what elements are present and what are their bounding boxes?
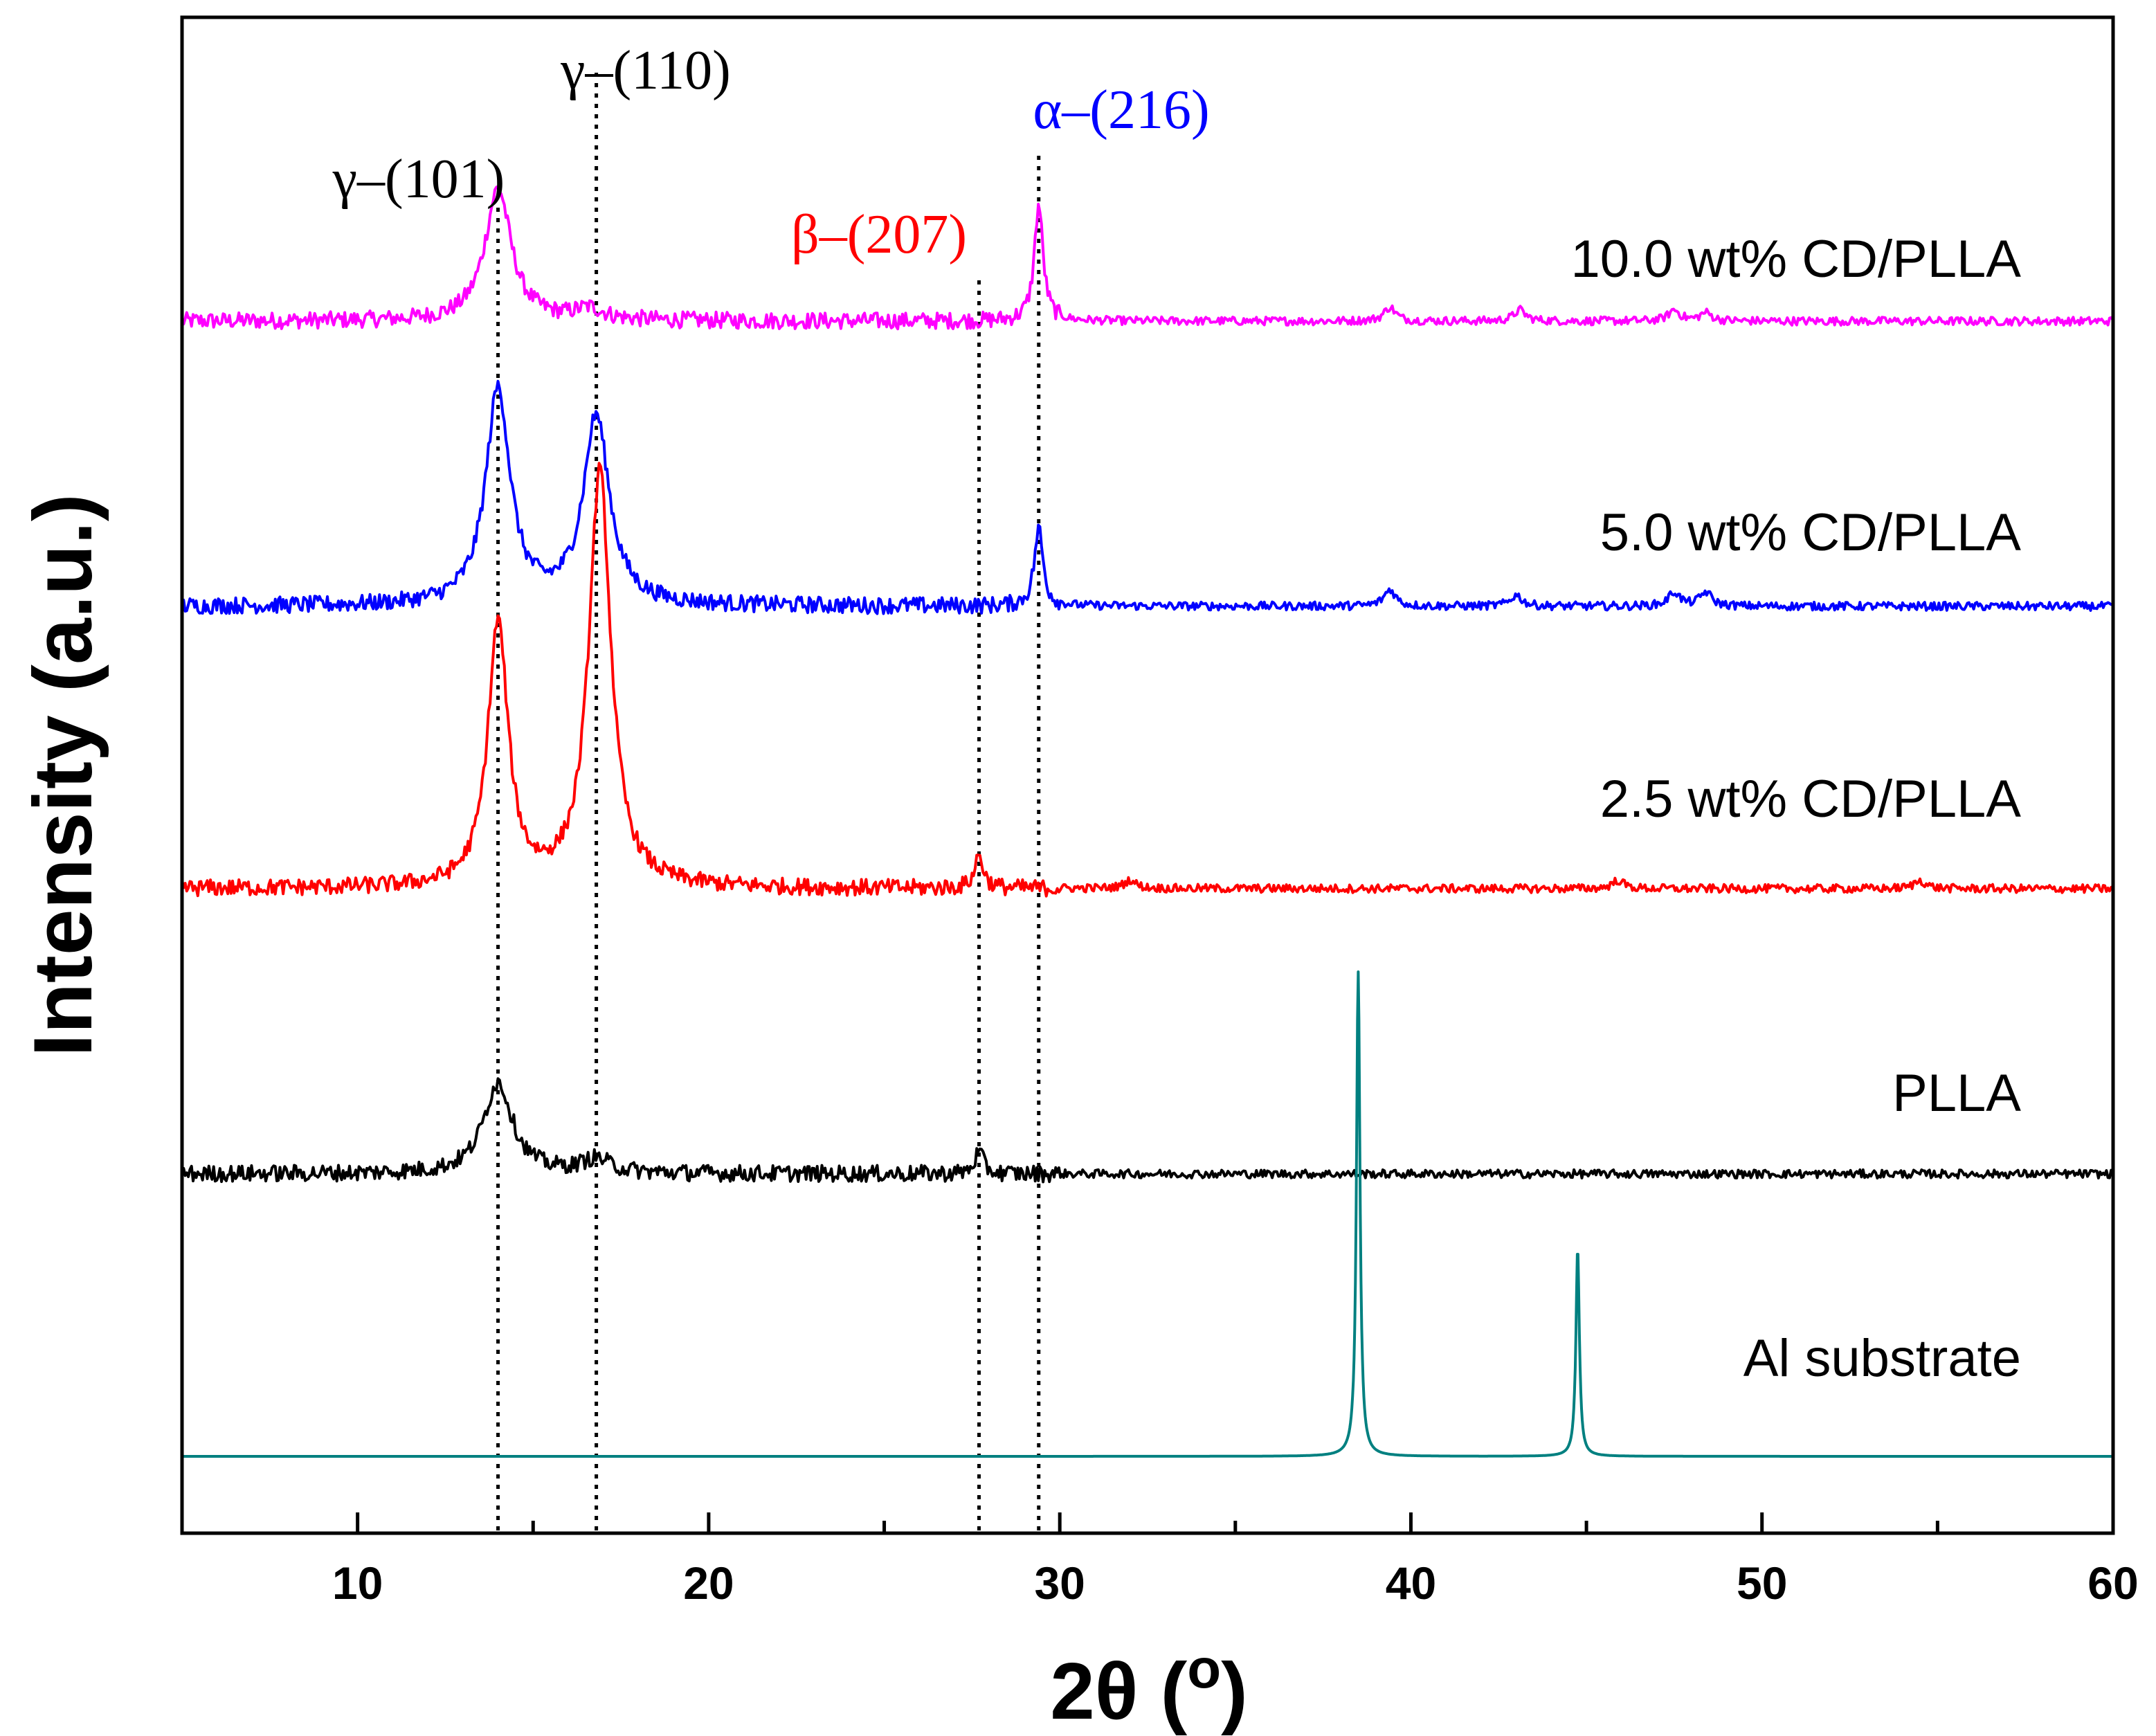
series-label: PLLA: [1892, 1064, 2021, 1123]
y-axis-title: Intensity (a.u.): [17, 494, 109, 1056]
x-tick-label: 60: [2087, 1557, 2138, 1609]
x-tick-label: 30: [1034, 1557, 1085, 1609]
reference-lines: [496, 73, 1041, 1533]
x-axis-title-main: 2θ (: [1050, 1646, 1187, 1736]
series-label: 2.5 wt% CD/PLLA: [1600, 770, 2022, 829]
x-ticks: 10 20 30 40 50 60: [332, 1512, 2139, 1609]
series-line-0: [181, 185, 2114, 331]
series-line-4: [181, 970, 2114, 1458]
x-tick-label: 50: [1737, 1557, 1787, 1609]
peak-label: β–(207): [791, 204, 967, 265]
x-axis-title-unit: o: [1187, 1638, 1221, 1699]
x-tick-label: 20: [683, 1557, 734, 1609]
series-labels: 10.0 wt% CD/PLLA 5.0 wt% CD/PLLA 2.5 wt% C…: [1570, 230, 2021, 1388]
series-line-3: [181, 1077, 2114, 1184]
series-label: 5.0 wt% CD/PLLA: [1600, 503, 2022, 562]
peak-label: α–(216): [1033, 80, 1209, 141]
series-label: 10.0 wt% CD/PLLA: [1570, 230, 2021, 289]
series-layer: [181, 185, 2114, 1458]
x-tick-label: 40: [1386, 1557, 1436, 1609]
plot-frame: [180, 15, 2115, 1535]
series-line-1: [181, 379, 2113, 615]
peak-labels: γ–(101) γ–(110) β–(207) α–(216): [332, 40, 1210, 265]
peak-label: γ–(110): [560, 40, 731, 101]
x-tick-label: 10: [332, 1557, 383, 1609]
x-axis-title: 2θ (o): [1050, 1638, 1248, 1736]
series-line-2: [181, 462, 2114, 898]
series-label: Al substrate: [1743, 1329, 2021, 1388]
x-axis-title-close: ): [1221, 1646, 1248, 1736]
peak-label: γ–(101): [332, 149, 505, 210]
